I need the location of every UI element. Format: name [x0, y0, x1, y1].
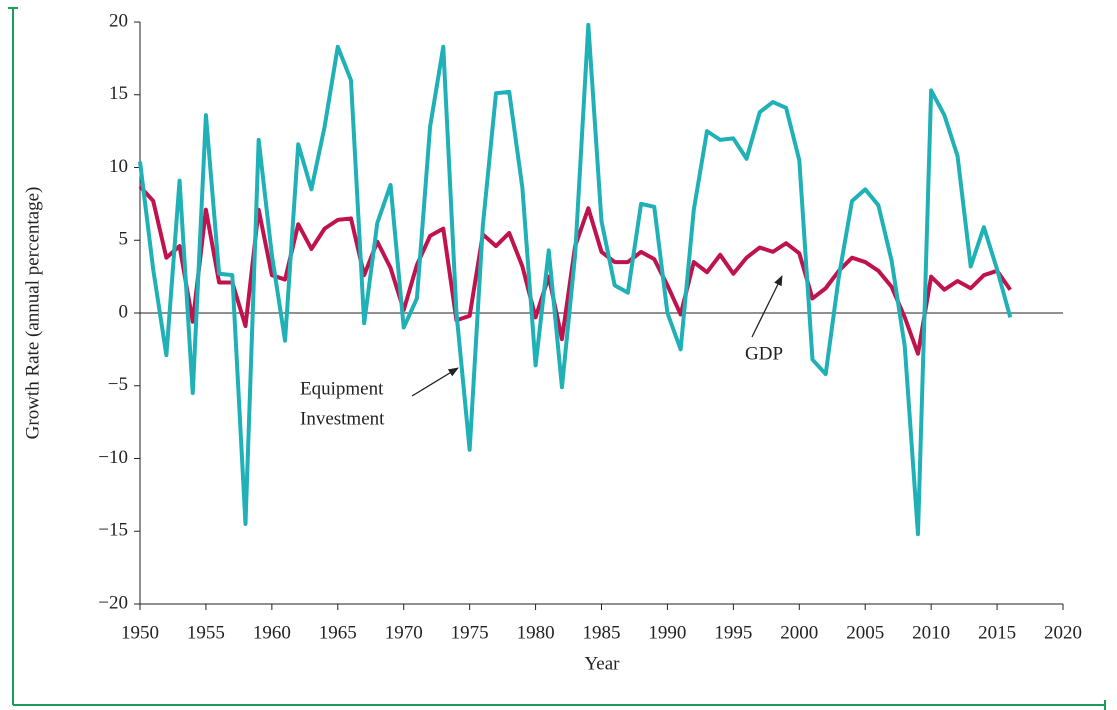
y-tick-label: −10 [98, 447, 128, 468]
annotation-arrow [411, 367, 459, 397]
y-tick-label: −15 [98, 520, 128, 541]
y-axis-label: Growth Rate (annual percentage) [22, 187, 43, 440]
y-tick-label: 20 [109, 10, 128, 31]
x-tick-label: 1990 [648, 622, 686, 643]
x-tick-label: 2005 [846, 622, 884, 643]
x-tick-label: 1965 [319, 622, 357, 643]
x-tick-label: 1980 [517, 622, 555, 643]
y-tick-label: −5 [108, 374, 128, 395]
x-tick-label: 1975 [451, 622, 489, 643]
x-tick-label: 1985 [583, 622, 621, 643]
series-line [138, 22, 1013, 537]
x-tick-label: 1950 [121, 622, 159, 643]
annotation: Investment [300, 408, 385, 429]
x-tick-label: 1970 [385, 622, 423, 643]
x-tick-label: 2010 [912, 622, 950, 643]
x-tick-label: 2020 [1044, 622, 1082, 643]
annotation: GDP [745, 343, 783, 364]
y-tick-label: −20 [98, 592, 128, 613]
y-tick-label: 10 [109, 156, 128, 177]
y-tick-label: 0 [119, 301, 129, 322]
y-tick-label: 15 [109, 83, 128, 104]
x-tick-label: 2015 [978, 622, 1016, 643]
x-tick-label: 1955 [187, 622, 225, 643]
x-tick-label: 1995 [714, 622, 752, 643]
x-axis-label: Year [584, 653, 620, 674]
x-tick-label: 1960 [253, 622, 291, 643]
annotation: Equipment [300, 378, 384, 399]
annotation-arrow [751, 275, 783, 338]
y-tick-label: 5 [119, 229, 129, 250]
x-tick-label: 2000 [780, 622, 818, 643]
